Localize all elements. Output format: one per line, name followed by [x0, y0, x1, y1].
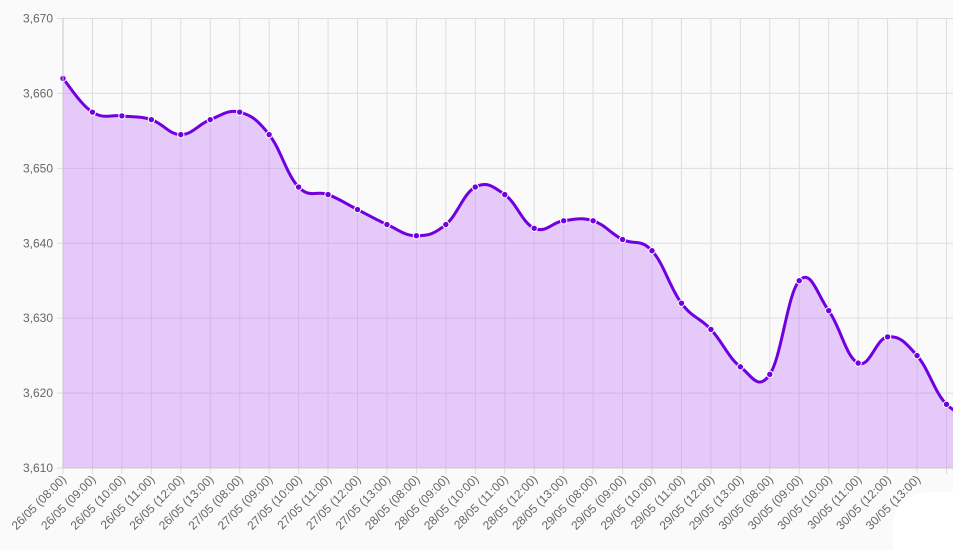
y-tick-label: 3,640	[23, 236, 53, 250]
data-point[interactable]	[412, 232, 421, 240]
y-tick-label: 3,670	[23, 12, 53, 26]
data-point[interactable]	[147, 115, 156, 124]
x-axis-tick-labels: 26/05 (08:00)26/05 (09:00)26/05 (10:00)2…	[9, 472, 923, 532]
data-point[interactable]	[177, 130, 185, 139]
data-point[interactable]	[501, 190, 509, 199]
data-point[interactable]	[88, 108, 97, 116]
data-point[interactable]	[559, 217, 568, 225]
data-point[interactable]	[471, 183, 479, 191]
watermark-overlay	[893, 492, 953, 550]
data-point[interactable]	[913, 351, 921, 360]
data-point[interactable]	[618, 235, 627, 244]
data-point[interactable]	[766, 370, 774, 379]
data-point[interactable]	[442, 220, 450, 229]
data-point[interactable]	[265, 130, 273, 139]
data-point[interactable]	[736, 363, 745, 371]
data-point[interactable]	[236, 108, 244, 116]
data-point[interactable]	[294, 183, 303, 191]
y-tick-label: 3,620	[23, 386, 53, 400]
data-point[interactable]	[206, 115, 214, 124]
y-tick-label: 3,630	[23, 311, 53, 325]
y-tick-label: 3,650	[23, 161, 53, 175]
data-point[interactable]	[589, 217, 597, 225]
data-point[interactable]	[883, 333, 892, 341]
y-tick-label: 3,660	[23, 86, 53, 100]
data-point[interactable]	[795, 277, 803, 285]
y-tick-label: 3,610	[23, 461, 53, 475]
area-fill-shape	[63, 78, 953, 468]
data-point[interactable]	[530, 224, 538, 232]
data-point[interactable]	[854, 359, 862, 367]
data-point[interactable]	[825, 306, 833, 315]
data-point[interactable]	[324, 190, 332, 199]
data-point[interactable]	[353, 205, 362, 214]
data-point[interactable]	[677, 299, 686, 307]
data-point[interactable]	[942, 400, 951, 409]
area-fill	[63, 78, 953, 468]
axes	[62, 18, 953, 469]
data-point[interactable]	[707, 325, 715, 334]
data-points	[59, 74, 951, 409]
data-point[interactable]	[383, 220, 391, 229]
data-point[interactable]	[648, 247, 656, 255]
y-axis-tick-labels: 3,610 3,620 3,630 3,640 3,650 3,660 3,670	[23, 12, 53, 476]
data-point[interactable]	[118, 112, 126, 120]
